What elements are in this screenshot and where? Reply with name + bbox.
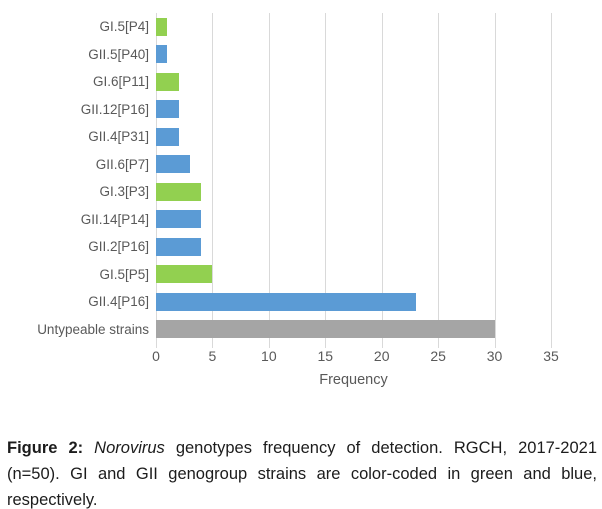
chart-row: GII.5[P40] <box>0 41 602 69</box>
bar-chart: GI.5[P4] GII.5[P40] GI.6[P11] GII.12[P16] GI… <box>0 13 602 388</box>
bar-track <box>156 68 551 96</box>
chart-row: Untypeable strains <box>0 316 602 344</box>
x-tick-label: 0 <box>152 348 160 364</box>
bar-blue <box>156 155 190 174</box>
category-label: GI.6[P11] <box>92 74 149 90</box>
bar-green <box>156 265 213 284</box>
bar-blue <box>156 210 202 229</box>
x-axis-tick-labels: 0 5 10 15 20 25 30 35 <box>152 348 559 366</box>
x-tick-label: 15 <box>317 348 334 364</box>
chart-rows: GI.5[P4] GII.5[P40] GI.6[P11] GII.12[P16] GI… <box>0 13 602 343</box>
bar-track <box>156 288 551 316</box>
chart-row: GII.4[P31] <box>0 123 602 151</box>
bar-track <box>156 13 551 41</box>
tickmark <box>325 343 327 348</box>
category-label: GII.4[P16] <box>88 294 149 310</box>
bar-gray <box>156 320 495 339</box>
tickmark <box>268 343 270 348</box>
chart-row: GI.3[P3] <box>0 178 602 206</box>
bar-blue <box>156 127 179 146</box>
chart-row: GII.2[P16] <box>0 233 602 261</box>
x-tick-label: 30 <box>486 348 503 364</box>
category-label: GI.3[P3] <box>99 184 149 200</box>
category-label: GII.14[P14] <box>80 211 149 227</box>
figure-caption-label: Figure 2: <box>7 438 84 457</box>
bar-blue <box>156 45 168 64</box>
tickmark <box>381 343 383 348</box>
chart-row: GII.12[P16] <box>0 96 602 124</box>
category-label: GII.4[P31] <box>88 129 149 145</box>
figure-caption: Figure 2: Norovirus genotypes frequency … <box>7 435 597 509</box>
bar-track <box>156 41 551 69</box>
category-label: GII.2[P16] <box>88 239 149 255</box>
bar-track <box>156 316 551 344</box>
bar-blue <box>156 292 416 311</box>
gridline <box>212 13 214 343</box>
figure-caption-text: genotypes frequency of detection. RGCH, … <box>7 438 597 509</box>
tickmark <box>156 343 157 348</box>
bar-track <box>156 178 551 206</box>
category-label: GI.5[P5] <box>99 266 149 282</box>
gridline <box>551 13 552 343</box>
bar-track <box>156 206 551 234</box>
bar-track <box>156 233 551 261</box>
tickmark <box>494 343 496 348</box>
bar-track <box>156 261 551 289</box>
bar-blue <box>156 100 179 119</box>
gridline <box>494 13 496 343</box>
chart-row: GI.6[P11] <box>0 68 602 96</box>
bar-blue <box>156 237 202 256</box>
chart-row: GII.4[P16] <box>0 288 602 316</box>
bar-green <box>156 72 179 91</box>
chart-row: GII.6[P7] <box>0 151 602 179</box>
gridline <box>156 13 157 343</box>
bar-track <box>156 151 551 179</box>
bar-green <box>156 17 168 36</box>
gridline <box>438 13 440 343</box>
x-axis-tickmarks <box>156 343 552 348</box>
figure-caption-italic-term: Norovirus <box>83 438 165 457</box>
x-tick-label: 25 <box>430 348 446 364</box>
category-label: GII.6[P7] <box>95 156 149 172</box>
x-tick-label: 20 <box>373 348 390 364</box>
x-tick-label: 10 <box>261 348 277 364</box>
bar-track <box>156 96 551 124</box>
category-label: Untypeable strains <box>37 321 149 337</box>
category-label: GI.5[P4] <box>99 19 149 35</box>
tickmark <box>212 343 214 348</box>
gridline <box>381 13 383 343</box>
x-tick-label: 35 <box>543 348 559 364</box>
tickmark <box>438 343 440 348</box>
gridline <box>268 13 270 343</box>
chart-row: GII.14[P14] <box>0 206 602 234</box>
category-label: GII.12[P16] <box>80 101 149 117</box>
tickmark <box>551 343 552 348</box>
chart-row: GI.5[P5] <box>0 261 602 289</box>
bar-green <box>156 182 202 201</box>
category-label: GII.5[P40] <box>88 46 149 62</box>
chart-row: GI.5[P4] <box>0 13 602 41</box>
gridline <box>325 13 327 343</box>
x-tick-label: 5 <box>208 348 217 364</box>
chart-gridlines <box>156 13 552 343</box>
bar-track <box>156 123 551 151</box>
x-axis-title: Frequency <box>319 372 388 388</box>
